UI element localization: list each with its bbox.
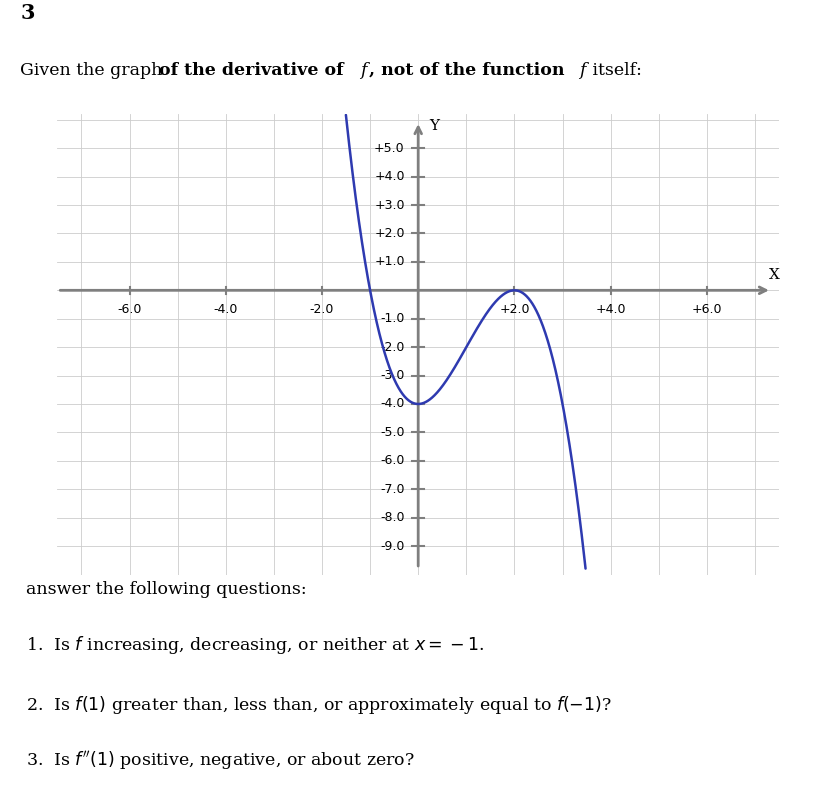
Text: of the derivative of: of the derivative of <box>159 61 350 79</box>
Text: 3: 3 <box>20 3 35 23</box>
Text: Y: Y <box>428 119 438 133</box>
Text: -7.0: -7.0 <box>380 482 405 496</box>
Text: , not of the function: , not of the function <box>369 61 569 79</box>
Text: 2.  Is $f(1)$ greater than, less than, or approximately equal to $f(-1)$?: 2. Is $f(1)$ greater than, less than, or… <box>26 693 611 715</box>
Text: -2.0: -2.0 <box>310 303 334 316</box>
Text: -2.0: -2.0 <box>380 341 405 353</box>
Text: +4.0: +4.0 <box>373 170 405 183</box>
Text: +3.0: +3.0 <box>373 198 405 212</box>
Text: -4.0: -4.0 <box>213 303 238 316</box>
Text: -4.0: -4.0 <box>380 397 405 411</box>
Text: -3.0: -3.0 <box>380 369 405 382</box>
Text: +1.0: +1.0 <box>373 256 405 268</box>
Text: 3.  Is $f''(1)$ positive, negative, or about zero?: 3. Is $f''(1)$ positive, negative, or ab… <box>26 748 414 772</box>
Text: f: f <box>578 61 584 79</box>
Text: +4.0: +4.0 <box>595 303 625 316</box>
Text: -6.0: -6.0 <box>117 303 142 316</box>
Text: f: f <box>360 61 366 79</box>
Text: -6.0: -6.0 <box>380 454 405 467</box>
Text: -5.0: -5.0 <box>380 426 405 439</box>
Text: answer the following questions:: answer the following questions: <box>26 581 306 598</box>
Text: +5.0: +5.0 <box>373 142 405 155</box>
Text: +2.0: +2.0 <box>373 227 405 240</box>
Text: -8.0: -8.0 <box>380 512 405 524</box>
Text: Given the graph: Given the graph <box>20 61 168 79</box>
Text: 1.  Is $f$ increasing, decreasing, or neither at $x = -1$.: 1. Is $f$ increasing, decreasing, or nei… <box>26 634 484 656</box>
Text: +2.0: +2.0 <box>499 303 529 316</box>
Text: -9.0: -9.0 <box>380 540 405 552</box>
Text: -1.0: -1.0 <box>380 312 405 325</box>
Text: itself:: itself: <box>586 61 641 79</box>
Text: X: X <box>768 268 779 283</box>
Text: +6.0: +6.0 <box>690 303 722 316</box>
